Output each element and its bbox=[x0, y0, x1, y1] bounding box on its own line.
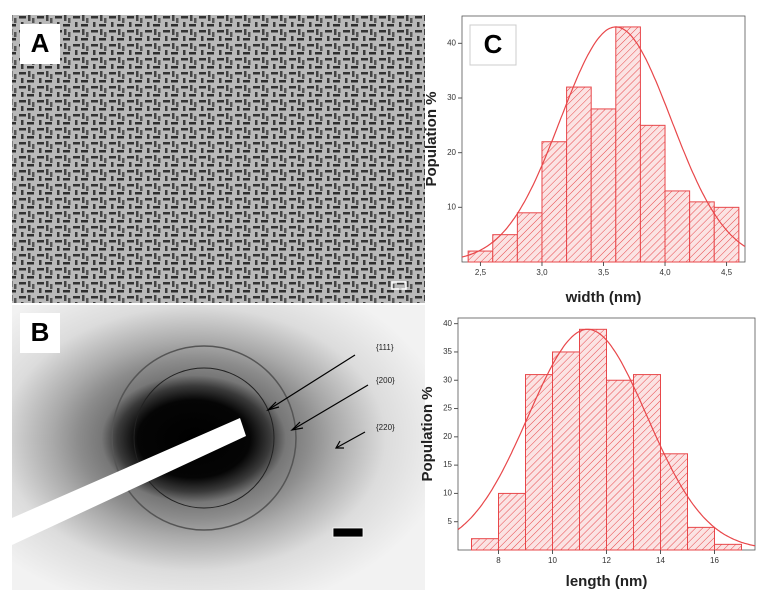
y-tick-label: 40 bbox=[443, 319, 452, 328]
bar bbox=[664, 190, 691, 263]
x-tick-label: 14 bbox=[656, 556, 665, 565]
y-tick-label: 30 bbox=[447, 93, 456, 102]
x-tick-label: 4,0 bbox=[659, 268, 671, 277]
y-tick-label: 30 bbox=[443, 375, 452, 384]
x-tick-label: 16 bbox=[710, 556, 719, 565]
panel-label-box bbox=[469, 24, 517, 66]
x-tick-label: 3,0 bbox=[536, 268, 548, 277]
y-tick-label: 20 bbox=[443, 432, 452, 441]
x-tick-label: 2,5 bbox=[475, 268, 487, 277]
y-tick-label: 35 bbox=[443, 347, 452, 356]
fit-curve bbox=[457, 328, 756, 547]
arrow-head bbox=[265, 401, 280, 412]
arrows bbox=[265, 354, 369, 449]
y-tick-label: 10 bbox=[447, 202, 456, 211]
x-tick-label: 8 bbox=[496, 556, 501, 565]
y-tick-label: 10 bbox=[443, 489, 452, 498]
arrow bbox=[335, 431, 366, 449]
ring-label: {200} bbox=[376, 376, 395, 385]
arrow bbox=[291, 384, 369, 431]
y-axis-label: Population % bbox=[423, 92, 440, 187]
x-axis-label: length (nm) bbox=[566, 573, 648, 590]
bar bbox=[516, 212, 543, 263]
x-tick-label: 3,5 bbox=[598, 268, 610, 277]
panel-label: A bbox=[31, 28, 50, 58]
y-axis-label: Population % bbox=[419, 387, 436, 482]
bar bbox=[471, 538, 499, 551]
bar bbox=[615, 26, 641, 263]
scale-bar bbox=[391, 281, 407, 290]
bar bbox=[687, 526, 715, 551]
panel-label-box bbox=[20, 313, 60, 353]
y-tick-label: 5 bbox=[448, 517, 453, 526]
arrow-head bbox=[334, 440, 344, 449]
x-tick-label: 12 bbox=[602, 556, 611, 565]
x-tick-label: 10 bbox=[548, 556, 557, 565]
arrow-head bbox=[290, 421, 304, 431]
bar bbox=[525, 374, 553, 551]
panel-label-box bbox=[20, 24, 60, 64]
bar bbox=[689, 201, 715, 263]
y-tick-label: 40 bbox=[447, 38, 456, 47]
bar bbox=[639, 124, 666, 263]
bar bbox=[467, 250, 494, 263]
bar bbox=[590, 108, 617, 263]
tem-image bbox=[12, 15, 425, 303]
bar bbox=[552, 351, 580, 551]
bar bbox=[713, 206, 740, 263]
bar bbox=[633, 374, 661, 551]
x-axis-label: width (nm) bbox=[565, 289, 642, 306]
ring-label: {220} bbox=[376, 423, 395, 432]
ring bbox=[111, 345, 297, 531]
arrow bbox=[267, 354, 356, 411]
x-tick-label: 4,5 bbox=[721, 268, 733, 277]
scale-bar bbox=[332, 527, 364, 538]
bar bbox=[541, 141, 568, 263]
bar bbox=[660, 453, 688, 551]
beam-stop bbox=[12, 418, 246, 545]
bar bbox=[566, 86, 592, 263]
panel-label: C bbox=[484, 29, 503, 59]
fit-curve bbox=[461, 26, 746, 258]
panel-label: B bbox=[31, 317, 50, 347]
ring bbox=[133, 367, 275, 509]
bar bbox=[579, 328, 607, 551]
bar bbox=[606, 379, 634, 551]
bar bbox=[714, 543, 742, 551]
ring-label: {111} bbox=[376, 343, 394, 352]
bar bbox=[498, 492, 526, 551]
y-tick-label: 20 bbox=[447, 148, 456, 157]
y-tick-label: 25 bbox=[443, 404, 452, 413]
y-tick-label: 15 bbox=[443, 460, 452, 469]
